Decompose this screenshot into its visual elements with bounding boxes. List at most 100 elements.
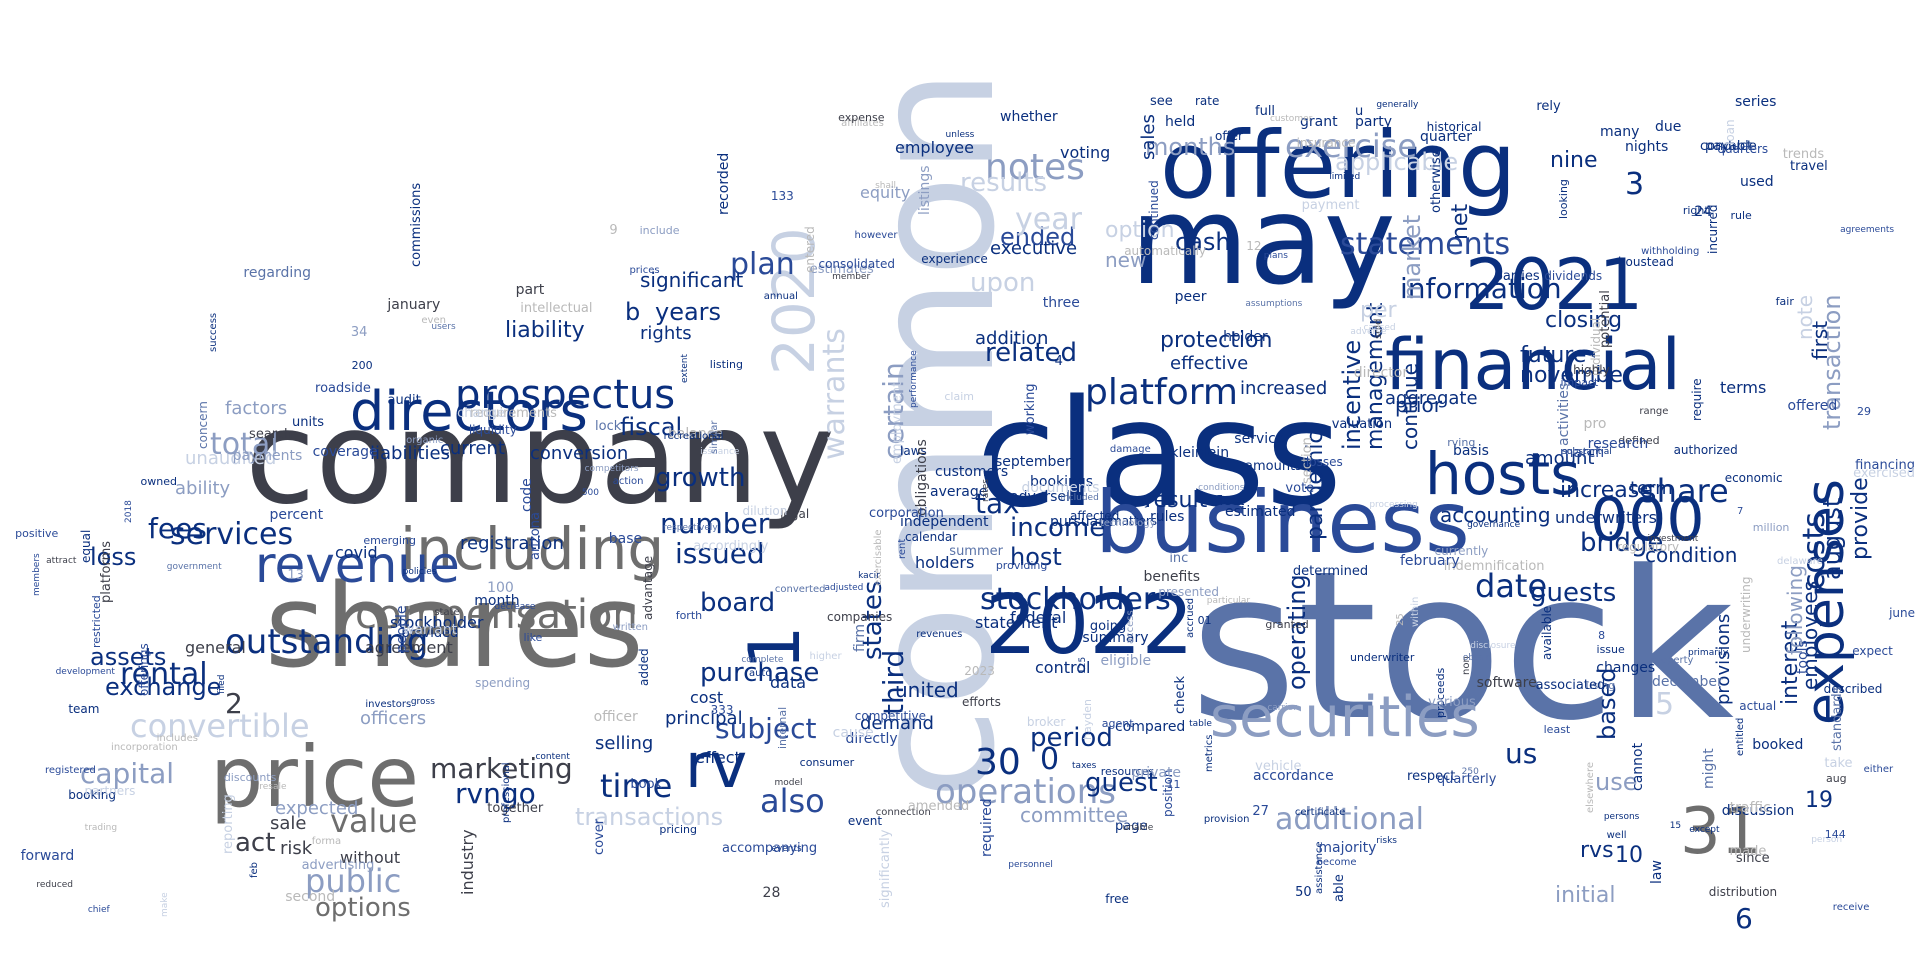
word-rely: rely <box>1536 99 1561 115</box>
word-months: months <box>1145 133 1236 161</box>
word-significant: significant <box>640 268 744 292</box>
word-125: 125 <box>1077 656 1088 674</box>
word-access: access <box>1124 609 1136 644</box>
word-offer: offer <box>1215 129 1243 143</box>
word-payment: payment <box>1301 197 1360 213</box>
word-rv: rv <box>685 729 748 802</box>
word-part: part <box>515 281 545 298</box>
word-members: members <box>31 553 42 597</box>
word-directors: directors <box>350 380 588 443</box>
word-rvs: rvs <box>1580 838 1614 863</box>
word-agent: agent <box>1101 717 1134 731</box>
word-primarily: primarily <box>1688 647 1729 658</box>
word-base: base <box>608 530 643 547</box>
word-kacir: kacir <box>858 571 880 582</box>
word-firm: firm <box>852 624 869 653</box>
word-aug: aug <box>1825 771 1847 785</box>
word-rule: rule <box>1730 208 1752 222</box>
word-fair: fair <box>1775 294 1794 308</box>
word-search: search <box>249 427 293 443</box>
word-estimates: estimates <box>809 261 874 277</box>
word-change: change <box>457 405 505 421</box>
word-pricing: pricing <box>659 822 698 836</box>
word-indemnification: indemnification <box>1443 558 1545 574</box>
word-organic: organic <box>406 434 444 446</box>
word-revenues: revenues <box>916 628 963 640</box>
word-law: law <box>1649 860 1666 885</box>
word-employee: employee <box>895 138 974 157</box>
word-majority: majority <box>1318 839 1377 856</box>
word-new: new <box>1105 248 1147 272</box>
word-traffic: traffic <box>1729 799 1771 816</box>
word-250: 250 <box>1461 767 1479 778</box>
word-29: 29 <box>1857 404 1871 418</box>
word-13: 13 <box>287 568 304 584</box>
word-aggregate: aggregate <box>1385 388 1478 409</box>
word-registration: registration <box>460 533 564 554</box>
word-2021: 2021 <box>1465 244 1644 326</box>
word-ability: ability <box>175 478 231 499</box>
word-employment: employment <box>890 381 906 465</box>
word-rental: rental <box>120 657 208 692</box>
word-limited: limited <box>1329 171 1361 182</box>
word-underwriting: underwriting <box>1739 576 1754 654</box>
word-agreement: agreement <box>365 638 453 657</box>
word-grant: grant <box>1300 114 1338 130</box>
word-metrics: metrics <box>1204 734 1216 772</box>
word-check: check <box>1173 676 1189 715</box>
word-conditions: conditions <box>1198 482 1245 493</box>
word-automatically: automatically <box>1124 244 1207 259</box>
word-period: period <box>1030 723 1113 753</box>
word-resources: resources <box>1100 764 1155 778</box>
word-accounting: accounting <box>1440 503 1551 527</box>
word-years: years <box>655 298 722 326</box>
word-cost: cost <box>690 688 724 707</box>
word-substantial: substantial <box>1562 447 1612 458</box>
word-factors: factors <box>225 398 288 419</box>
word-expense: expense <box>838 111 885 125</box>
word-standards: standards <box>1830 686 1846 752</box>
word-unable: unable <box>1122 823 1154 834</box>
word-hosts: hosts <box>1425 440 1581 508</box>
word-various: various <box>1428 694 1476 710</box>
word-company: company <box>245 384 835 533</box>
word-quarter: quarter <box>1420 129 1472 145</box>
word-damage: damage <box>1109 444 1151 456</box>
word-converted: converted <box>774 584 826 596</box>
word-per: per <box>1360 298 1397 323</box>
word-march: march <box>1559 444 1605 461</box>
word-event: event <box>847 814 883 829</box>
word-broker: broker <box>1026 714 1066 729</box>
word-000: 000 <box>1590 485 1705 555</box>
word-customer: customer <box>1269 114 1313 125</box>
word-available: available <box>1540 605 1555 661</box>
word-potential: potential <box>1597 290 1613 348</box>
word-might: might <box>1701 748 1718 789</box>
word-professional: professional <box>501 762 513 823</box>
word-currently: currently <box>1434 544 1489 559</box>
word-within: within <box>1410 596 1422 628</box>
word-fleet: fleet <box>1215 494 1245 509</box>
word-intellectual: intellectual <box>520 300 593 316</box>
word-forma: forma <box>311 835 342 847</box>
word-liabilities: liabilities <box>370 443 450 464</box>
word-carrier: carrier <box>1267 703 1297 714</box>
word-authorized: authorized <box>1673 443 1738 458</box>
word-table: table <box>1189 718 1212 729</box>
word-operating: operating <box>1283 574 1311 690</box>
word-closing: closing <box>1545 308 1623 333</box>
word-dilution: dilution <box>742 504 788 519</box>
word-software: software <box>1476 675 1537 692</box>
word-liability: liability <box>505 318 585 343</box>
word-issue: issue <box>1596 643 1625 657</box>
word-basis: basis <box>1452 443 1489 460</box>
word-333: 333 <box>710 702 734 717</box>
word-accrued: accrued <box>1185 597 1196 638</box>
word-underwriters: underwriters <box>1555 508 1657 527</box>
word-booked: booked <box>1752 736 1804 753</box>
word-rules: rules <box>1150 509 1185 525</box>
word-written: written <box>612 621 649 633</box>
word-time: time <box>600 767 673 805</box>
word-note: note <box>1793 294 1817 340</box>
word-higher: higher <box>809 651 842 663</box>
